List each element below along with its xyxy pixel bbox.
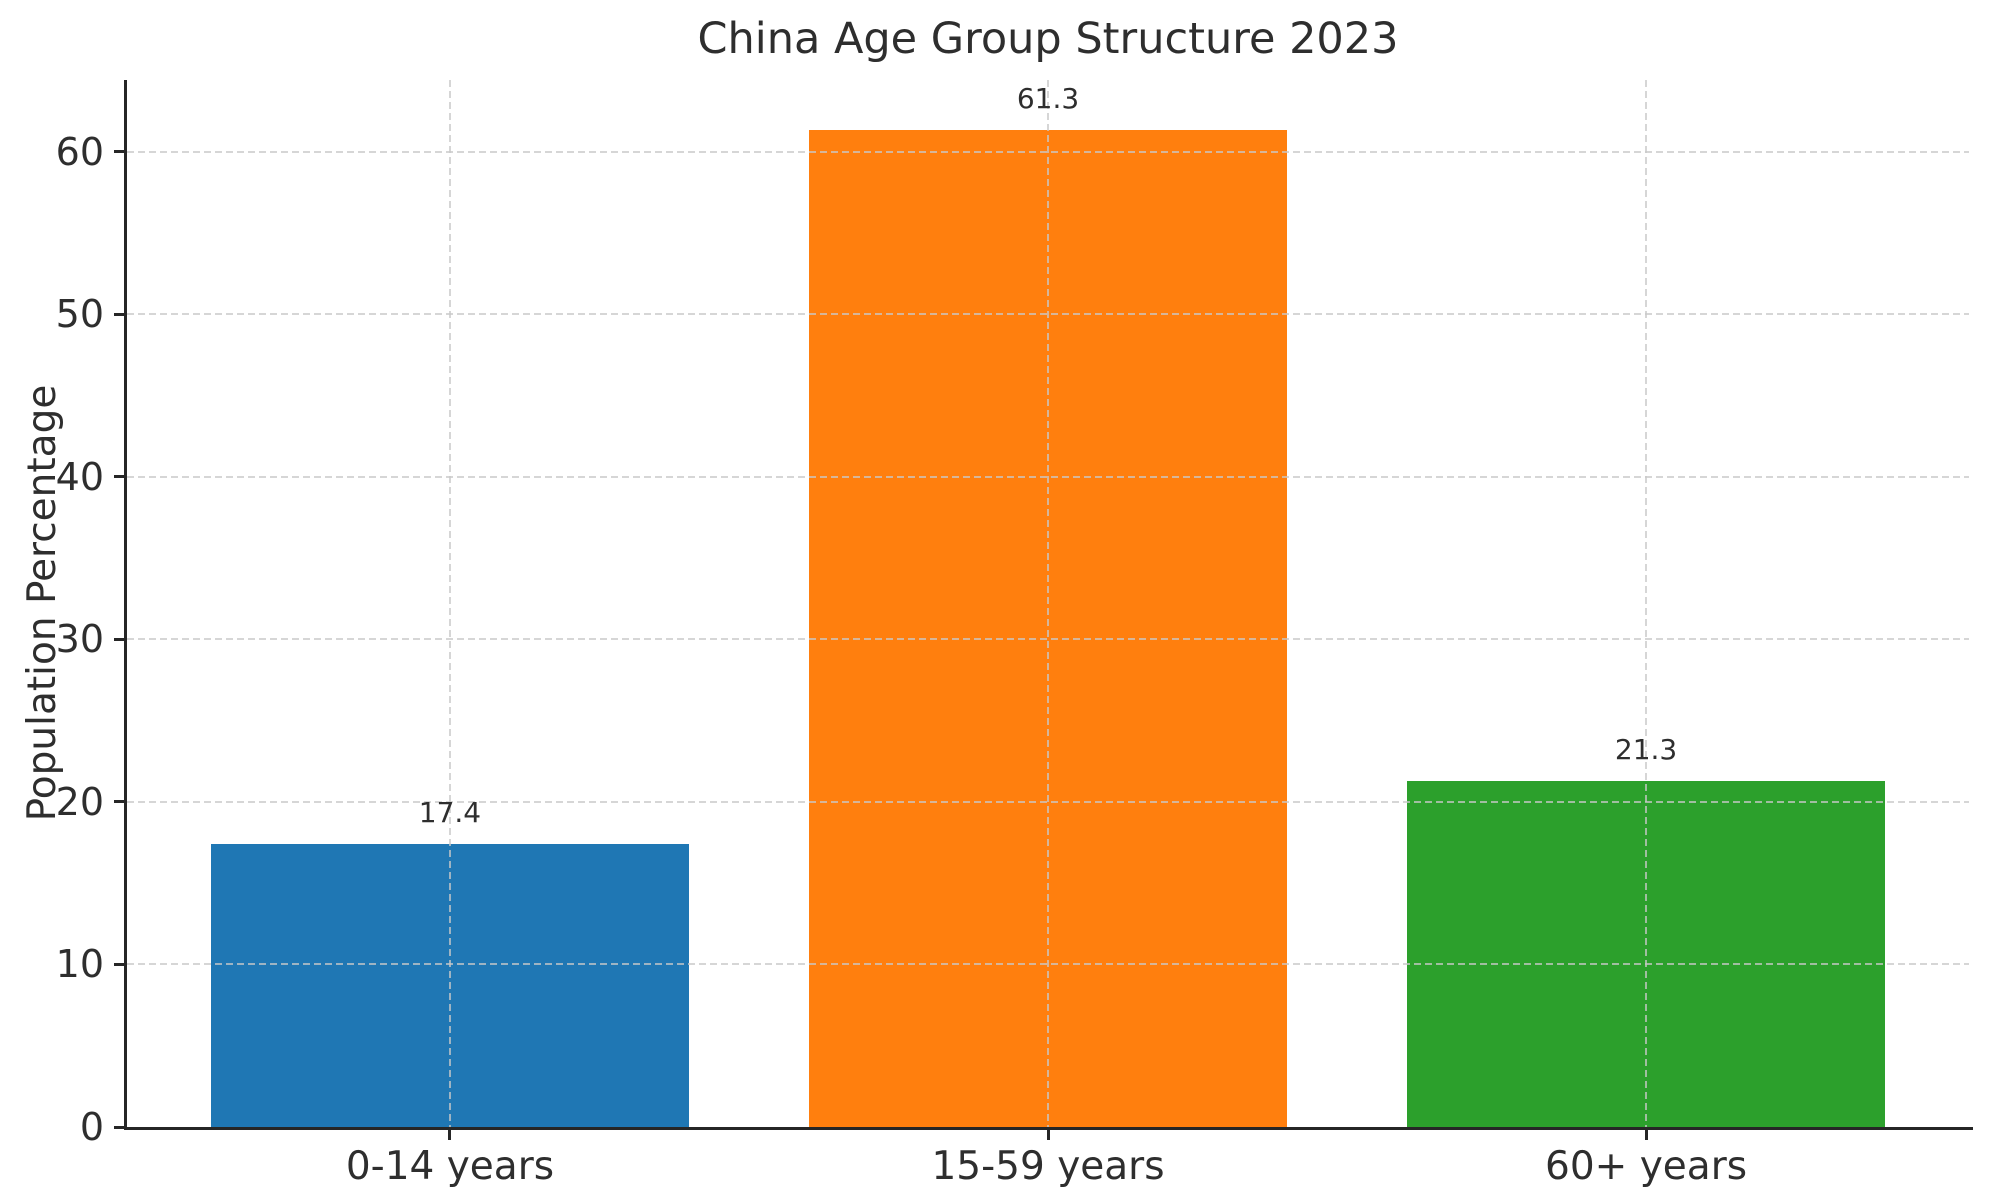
v-gridline [1645, 80, 1648, 1127]
x-tick-mark [1644, 1129, 1648, 1140]
x-tick-label: 15-59 years [931, 1144, 1165, 1189]
y-tick-mark [114, 475, 127, 479]
y-tick-label: 40 [55, 454, 104, 499]
x-tick-mark [1046, 1129, 1050, 1140]
y-tick-label: 0 [79, 1105, 104, 1149]
y-tick-label: 60 [55, 129, 104, 174]
y-tick-label: 30 [55, 617, 104, 662]
y-tick-mark [114, 637, 127, 641]
v-gridline [1047, 80, 1049, 1127]
x-tick-label: 0-14 years [345, 1144, 555, 1189]
x-tick-label: 60+ years [1545, 1144, 1748, 1189]
y-tick-mark [114, 312, 127, 316]
y-axis-spine [124, 80, 127, 1130]
chart-title: China Age Group Structure 2023 [697, 14, 1399, 64]
y-tick-mark [114, 800, 127, 804]
y-tick-mark [114, 150, 127, 154]
x-tick-mark [448, 1129, 452, 1140]
y-tick-label: 10 [55, 942, 104, 987]
bar-value-label: 61.3 [1016, 82, 1080, 116]
bar-value-label: 17.4 [418, 796, 482, 830]
y-tick-label: 50 [55, 292, 104, 337]
y-tick-mark [114, 962, 127, 966]
y-tick-label: 20 [55, 779, 104, 824]
x-axis-spine [124, 1127, 1973, 1130]
plot-area: 0 10 20 30 40 50 60 17.4 0-14 years 61.3 15-59 yea… [56, 80, 1973, 1189]
bar-value-label: 21.3 [1614, 732, 1678, 766]
v-gridline [448, 80, 451, 1127]
y-tick-mark [114, 1125, 127, 1129]
